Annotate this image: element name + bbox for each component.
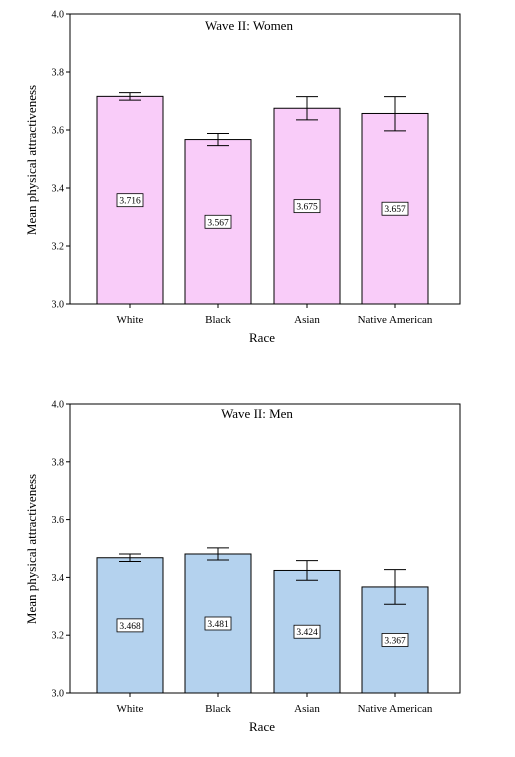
men-data-label-box <box>204 616 232 631</box>
women-chart-title: Wave II: Women <box>205 18 293 33</box>
men-x-axis-label: Race <box>249 719 275 734</box>
men-y-tick-label: 3.6 <box>52 515 65 526</box>
men-data-label-box <box>293 624 321 639</box>
women-y-tick-label: 3.4 <box>52 184 65 195</box>
women-category-label: Native American <box>358 314 433 326</box>
men-y-tick-label: 4.0 <box>52 400 65 411</box>
women-x-axis-label: Race <box>249 330 275 345</box>
men-data-label-box <box>381 633 409 647</box>
women-y-tick-label: 3.0 <box>52 300 65 311</box>
men-data-label-box <box>116 618 144 633</box>
men-plot-area: 3.0 3.2 3.4 3.6 3.8 4.0 3.468 White 3.481 Black 3.… <box>52 400 461 715</box>
men-category-label: Black <box>205 703 231 715</box>
men-category-label: Native American <box>358 703 433 715</box>
women-y-tick-label: 3.2 <box>52 242 65 253</box>
women-data-label: 3.675 <box>296 203 318 213</box>
women-chart: 3.0 3.2 3.4 3.6 3.8 4.0 3.716 White 3.567 Black 3.… <box>24 10 461 345</box>
women-data-label: 3.657 <box>384 205 406 215</box>
women-category-label: Asian <box>294 314 320 326</box>
women-y-axis-label: Mean physical attractiveness <box>24 85 39 235</box>
women-data-label-box <box>381 201 409 216</box>
men-plot-frame <box>69 403 461 694</box>
men-y-tick-label: 3.8 <box>52 457 65 468</box>
men-data-label: 3.481 <box>207 620 229 630</box>
men-chart-title: Wave II: Men <box>221 406 293 421</box>
women-category-label: White <box>117 314 144 326</box>
women-category-label: Black <box>205 314 231 326</box>
women-data-label: 3.716 <box>119 197 141 207</box>
men-y-tick-label: 3.2 <box>52 631 65 642</box>
women-y-tick-label: 4.0 <box>52 10 65 21</box>
men-data-label: 3.468 <box>119 622 141 632</box>
women-data-label-box <box>204 214 232 229</box>
women-plot-area: 3.0 3.2 3.4 3.6 3.8 4.0 3.716 White 3.567 Black 3.… <box>52 10 461 326</box>
men-y-axis-label: Mean physical attractiveness <box>24 474 39 624</box>
men-chart: 3.0 3.2 3.4 3.6 3.8 4.0 3.468 White 3.481 Black 3.… <box>24 400 461 734</box>
women-y-tick-label: 3.8 <box>52 68 65 79</box>
men-y-tick-label: 3.4 <box>52 573 65 584</box>
women-data-label-box <box>116 193 144 208</box>
men-category-label: White <box>117 703 144 715</box>
men-y-tick-label: 3.0 <box>52 689 65 700</box>
men-data-label: 3.424 <box>296 628 318 638</box>
women-plot-frame <box>69 13 461 305</box>
men-category-label: Asian <box>294 703 320 715</box>
women-data-label: 3.567 <box>207 218 229 228</box>
women-y-tick-label: 3.6 <box>52 126 65 137</box>
men-data-label: 3.367 <box>384 636 406 646</box>
women-data-label-box <box>293 199 321 214</box>
